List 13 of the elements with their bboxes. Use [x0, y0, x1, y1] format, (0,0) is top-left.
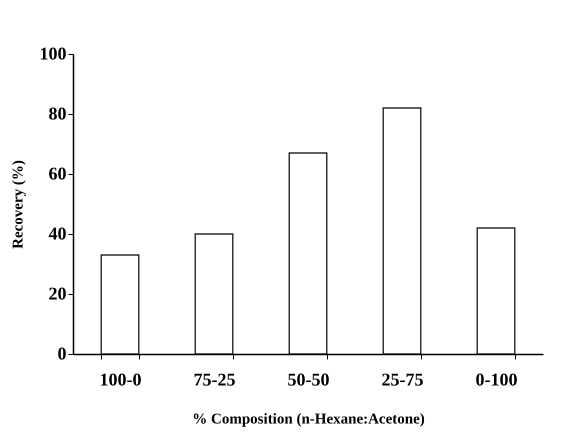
- x-tick-label: 0-100: [476, 370, 518, 390]
- y-tick-label: 0: [58, 344, 66, 364]
- x-axis-title: % Composition (n-Hexane:Acetone): [192, 412, 425, 428]
- x-tick-label: 50-50: [288, 370, 330, 390]
- y-tick-label: 100: [40, 44, 66, 64]
- y-axis-title: Recovery (%): [10, 160, 26, 249]
- y-tick-label: 60: [48, 164, 66, 184]
- x-tick-label: 100-0: [100, 370, 142, 390]
- y-tick-label: 40: [48, 224, 66, 244]
- x-tick-label: 25-75: [382, 370, 424, 390]
- y-tick-label: 80: [48, 104, 66, 124]
- y-tick-label: 20: [48, 284, 66, 304]
- x-tick-label: 75-25: [194, 370, 236, 390]
